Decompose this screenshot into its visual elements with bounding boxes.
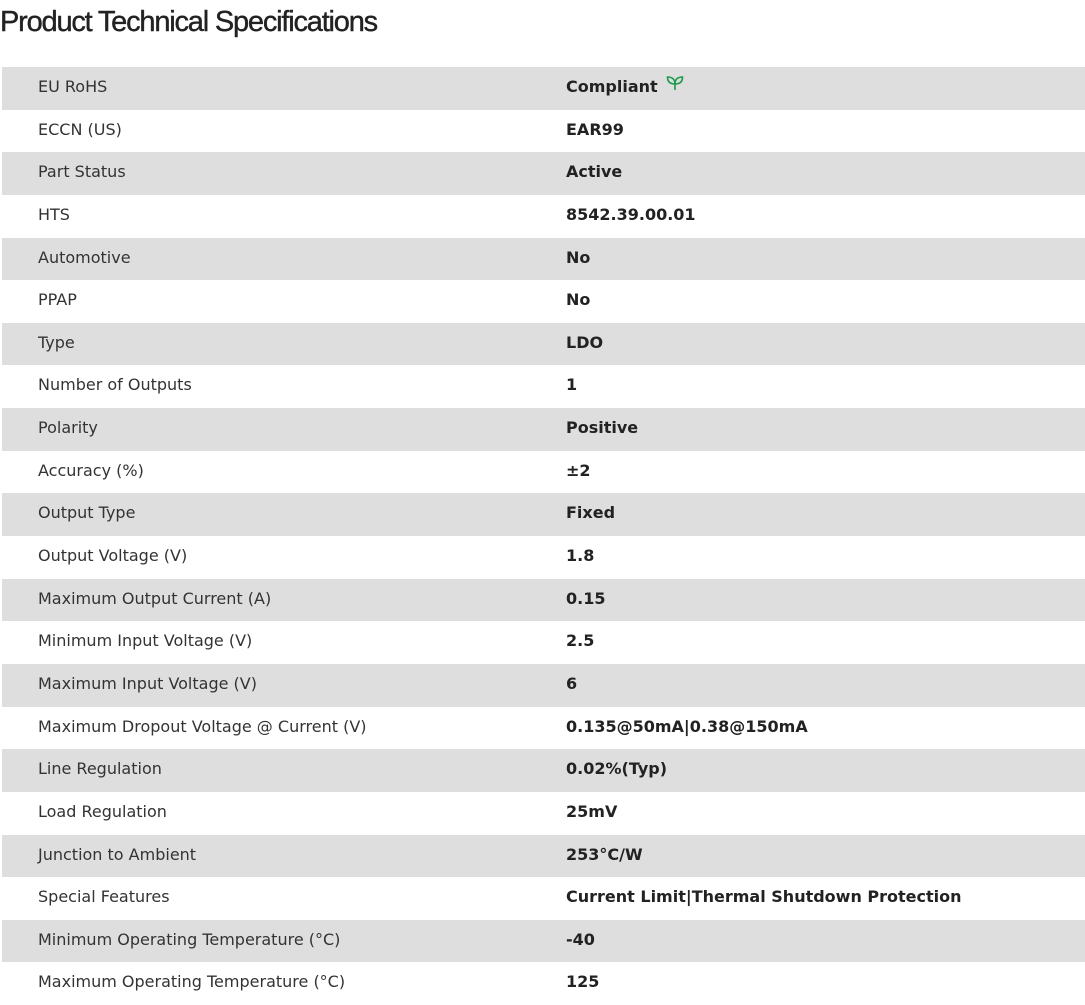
- spec-value: Fixed: [566, 493, 615, 533]
- spec-label: Polarity: [38, 418, 98, 438]
- spec-value: EAR99: [566, 110, 624, 150]
- spec-row: Number of Outputs 1: [2, 365, 1085, 408]
- spec-label: Maximum Dropout Voltage @ Current (V): [38, 716, 367, 736]
- spec-label: Load Regulation: [38, 801, 167, 821]
- spec-value: 25mV: [566, 792, 617, 832]
- spec-label: PPAP: [38, 290, 77, 310]
- spec-row: Maximum Input Voltage (V) 6: [2, 663, 1085, 707]
- spec-label: Line Regulation: [38, 759, 162, 779]
- spec-value: 8542.39.00.01: [566, 195, 696, 235]
- spec-label: Maximum Output Current (A): [38, 588, 272, 608]
- spec-row: Part Status Active: [2, 152, 1085, 195]
- spec-row: Polarity Positive: [2, 408, 1085, 451]
- spec-row: Output Type Fixed: [2, 493, 1085, 537]
- spec-value-text: ±2: [566, 460, 591, 480]
- spec-value: Active: [566, 152, 622, 192]
- spec-value-text: 0.02%(Typ): [566, 759, 668, 779]
- spec-label: ECCN (US): [38, 119, 122, 139]
- spec-row: Automotive No: [2, 237, 1085, 281]
- spec-label: EU RoHS: [38, 77, 108, 96]
- spec-value: Positive: [566, 408, 638, 448]
- spec-label: Minimum Input Voltage (V): [38, 631, 253, 651]
- spec-row: Junction to Ambient 253°C/W: [2, 834, 1085, 878]
- spec-row: HTS 8542.39.00.01: [2, 195, 1085, 238]
- spec-value: Compliant: [566, 67, 684, 107]
- spec-value: 1.8: [566, 536, 594, 576]
- spec-row: Load Regulation 25mV: [2, 792, 1085, 835]
- spec-row: Maximum Output Current (A) 0.15: [2, 578, 1085, 622]
- spec-value: 2.5: [566, 621, 594, 661]
- spec-value: 253°C/W: [566, 835, 643, 875]
- spec-value: ±2: [566, 451, 591, 491]
- spec-value-text: 8542.39.00.01: [566, 204, 696, 224]
- spec-label: Part Status: [38, 162, 126, 182]
- spec-value-text: 1: [566, 375, 578, 395]
- spec-value-text: -40: [566, 929, 595, 949]
- spec-label: Special Features: [38, 887, 170, 907]
- spec-label: Number of Outputs: [38, 375, 192, 395]
- spec-row: Output Voltage (V) 1.8: [2, 536, 1085, 579]
- spec-row: Maximum Dropout Voltage @ Current (V) 0.1…: [2, 707, 1085, 750]
- spec-value: No: [566, 280, 590, 320]
- spec-row: Special Features Current Limit|Thermal Sh…: [2, 877, 1085, 920]
- spec-label: Accuracy (%): [38, 460, 144, 480]
- spec-row: Minimum Input Voltage (V) 2.5: [2, 621, 1085, 664]
- spec-label: Automotive: [38, 247, 131, 267]
- spec-label: Output Voltage (V): [38, 546, 188, 566]
- spec-value-text: LDO: [566, 332, 604, 352]
- spec-value-text: 0.15: [566, 588, 606, 608]
- spec-value-text: 2.5: [566, 631, 595, 651]
- leaf-icon: [666, 66, 684, 106]
- spec-value-text: 253°C/W: [566, 844, 643, 864]
- spec-value-text: Fixed: [566, 503, 616, 523]
- page-title: Product Technical Specifications: [0, 6, 378, 38]
- spec-value-text: EAR99: [566, 119, 624, 139]
- spec-row: EU RoHS Compliant: [2, 67, 1085, 110]
- spec-label: Maximum Operating Temperature (°C): [38, 972, 346, 992]
- spec-row: ECCN (US) EAR99: [2, 110, 1085, 153]
- spec-label: HTS: [38, 204, 70, 224]
- spec-value-text: 125: [566, 972, 600, 992]
- spec-value-text: 6: [566, 673, 578, 693]
- spec-row: Accuracy (%) ±2: [2, 451, 1085, 494]
- spec-value: -40: [566, 920, 595, 960]
- spec-value-text: Active: [566, 162, 623, 182]
- spec-value-text: 1.8: [566, 546, 595, 566]
- spec-value-text: No: [566, 247, 591, 267]
- spec-table: EU RoHS Compliant ECCN (US) EAR99 Part Statu…: [2, 67, 1085, 1005]
- spec-value-text: Positive: [566, 418, 639, 438]
- spec-row: Type LDO: [2, 322, 1085, 366]
- spec-row: Minimum Operating Temperature (°C) -40: [2, 919, 1085, 963]
- spec-value: 6: [566, 664, 577, 704]
- spec-label: Type: [38, 332, 75, 352]
- spec-label: Maximum Input Voltage (V): [38, 673, 257, 693]
- spec-value: Current Limit|Thermal Shutdown Protectio…: [566, 877, 962, 917]
- spec-value-text: 25mV: [566, 801, 618, 821]
- spec-value: 125: [566, 962, 599, 1002]
- spec-row: Maximum Operating Temperature (°C) 125: [2, 962, 1085, 1005]
- spec-value: 1: [566, 365, 577, 405]
- spec-value: 0.02%(Typ): [566, 749, 667, 789]
- spec-value: No: [566, 238, 590, 278]
- spec-row: Line Regulation 0.02%(Typ): [2, 749, 1085, 792]
- spec-value-text: Compliant: [566, 77, 658, 96]
- spec-value-text: No: [566, 290, 591, 310]
- spec-label: Minimum Operating Temperature (°C): [38, 929, 341, 949]
- spec-label: Output Type: [38, 503, 136, 523]
- spec-value: LDO: [566, 323, 603, 363]
- spec-value-text: 0.135@50mA|0.38@150mA: [566, 716, 808, 736]
- spec-value: 0.135@50mA|0.38@150mA: [566, 707, 808, 747]
- spec-row: PPAP No: [2, 280, 1085, 323]
- spec-value-text: Current Limit|Thermal Shutdown Protectio…: [566, 887, 962, 907]
- spec-label: Junction to Ambient: [38, 844, 197, 864]
- spec-value: 0.15: [566, 579, 605, 619]
